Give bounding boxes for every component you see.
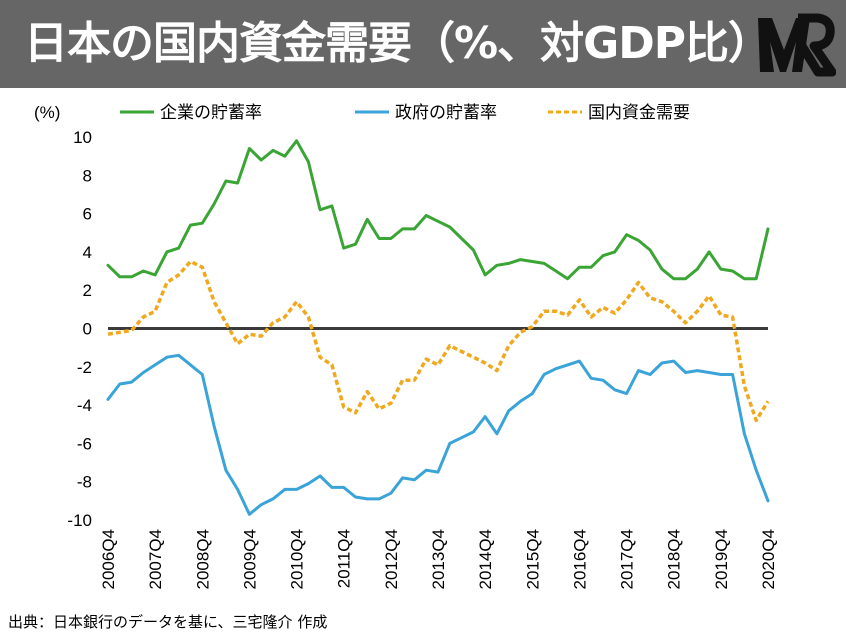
y-tick-label: -2 [77,358,92,377]
x-tick-label: 2015Q4 [523,529,542,590]
series-lines [106,139,770,516]
y-tick-label: 4 [83,243,92,262]
y-tick-label: -4 [77,396,92,415]
y-tick-label: 0 [83,320,92,339]
y-tick-label: 6 [83,205,92,224]
y-tick-label: -6 [77,434,92,453]
mr-logo-icon [758,13,836,77]
legend-label-1: 企業の貯蓄率 [160,103,262,123]
legend: 企業の貯蓄率 政府の貯蓄率 国内資金需要 [120,103,690,123]
x-tick-label: 2010Q4 [288,529,307,590]
y-tick-label: -8 [77,473,92,492]
x-tick-label: 2006Q4 [99,529,118,590]
x-tick-label: 2018Q4 [665,529,684,590]
legend-label-2: 政府の貯蓄率 [395,103,497,123]
legend-label-3: 国内資金需要 [588,103,690,123]
y-axis-label: (%) [34,103,60,122]
x-tick-label: 2020Q4 [759,529,778,590]
y-tick-label: 8 [83,166,92,185]
y-tick-label: 2 [83,281,92,300]
y-tick-label: -10 [67,511,92,530]
y-axis: 10 8 6 4 2 0 -2 -4 -6 -8 -10 [67,128,92,530]
series-line-2 [106,353,770,516]
x-tick-label: 2012Q4 [382,529,401,590]
x-tick-label: 2016Q4 [570,529,589,590]
x-tick-label: 2009Q4 [240,529,259,590]
x-tick-label: 2013Q4 [429,529,448,590]
series-line-1 [106,139,770,281]
x-tick-label: 2008Q4 [193,529,212,590]
y-tick-label: 10 [73,128,92,147]
chart-area: 企業の貯蓄率 政府の貯蓄率 国内資金需要 (%) 10 8 6 4 2 0 -2 -4 -6 -8 -1… [34,103,778,590]
x-axis: 2006Q4 2007Q4 2008Q4 2009Q4 2010Q4 2011Q4 2012… [99,529,778,590]
source-note: 出典：日本銀行のデータを基に、三宅隆介 作成 [8,613,328,631]
chart-title: 日本の国内資金需要（%、対GDP比） [24,18,772,69]
x-tick-label: 2017Q4 [618,529,637,590]
x-tick-label: 2011Q4 [335,529,354,588]
title-banner: 日本の国内資金需要（%、対GDP比） [0,0,846,88]
x-tick-label: 2007Q4 [146,529,165,590]
x-tick-label: 2014Q4 [476,529,495,590]
x-tick-label: 2019Q4 [712,529,731,590]
